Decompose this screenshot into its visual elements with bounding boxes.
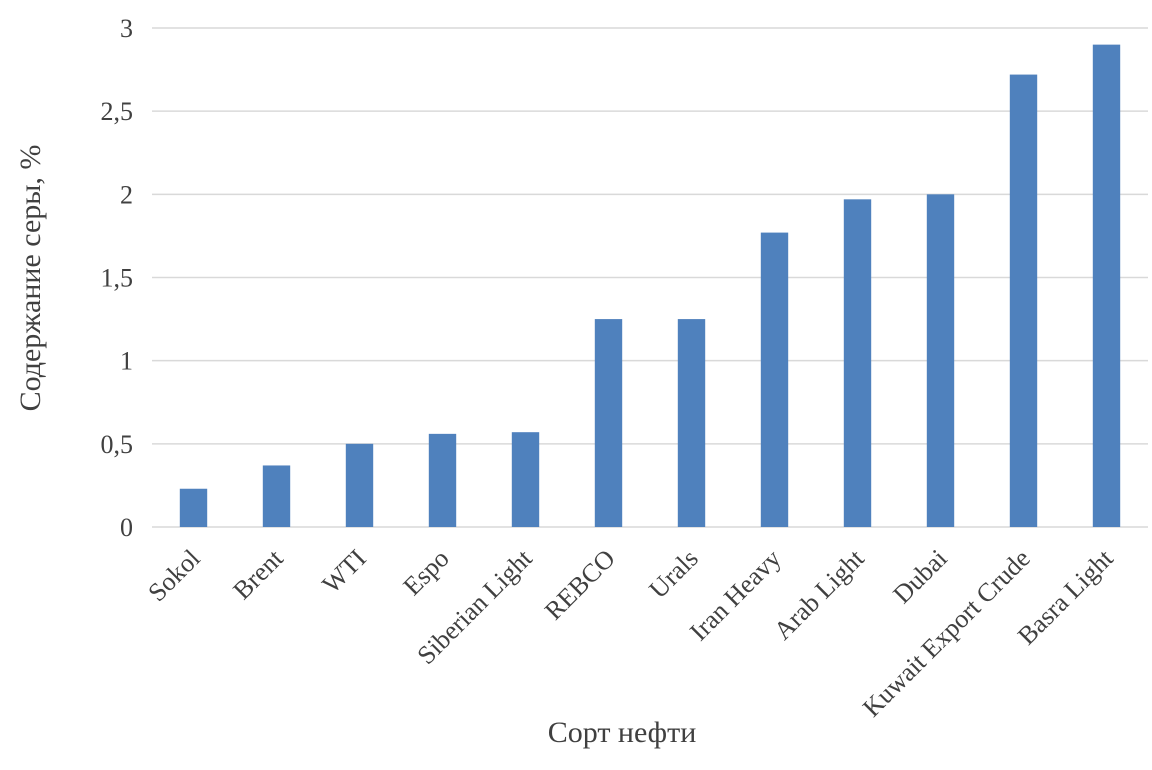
bar-dubai xyxy=(926,194,955,528)
y-tick-label: 1 xyxy=(120,347,133,376)
bar-arab-light xyxy=(843,199,872,527)
y-tick-label: 1,5 xyxy=(101,264,134,293)
x-tick-label: Iran Heavy xyxy=(684,544,787,647)
bar-sokol xyxy=(179,488,208,527)
bars xyxy=(179,44,1121,528)
x-tick-label: Espo xyxy=(397,544,454,601)
x-tick-label: Urals xyxy=(643,544,703,604)
gridlines xyxy=(152,27,1148,528)
bar-iran-heavy xyxy=(760,232,789,527)
y-tick-label: 0,5 xyxy=(101,430,134,459)
bar-kuwait-export-crude xyxy=(1009,74,1038,527)
bar-espo xyxy=(428,433,457,527)
y-tick-label: 3 xyxy=(120,14,133,43)
bar-urals xyxy=(677,319,706,527)
x-tick-label: Sokol xyxy=(142,544,205,607)
bar-basra-light xyxy=(1092,44,1121,528)
y-tick-label: 2,5 xyxy=(101,97,134,126)
bar-brent xyxy=(262,465,291,527)
x-tick-label: REBCO xyxy=(539,544,621,626)
bar-rebco xyxy=(594,319,623,527)
bar-siberian-light xyxy=(511,432,540,527)
y-axis-title: Содержание серы, % xyxy=(14,145,47,412)
x-tick-label: WTI xyxy=(317,544,372,599)
x-tick-label: Brent xyxy=(227,543,289,605)
x-tick-label: Dubai xyxy=(887,544,952,609)
bar-wti xyxy=(345,443,374,527)
x-axis-title: Сорт нефти xyxy=(548,716,697,749)
y-axis-ticks: 0 0,5 1 1,5 2 2,5 3 xyxy=(101,14,134,542)
y-tick-label: 2 xyxy=(120,180,133,209)
x-tick-label: Arab Light xyxy=(768,543,870,645)
y-tick-label: 0 xyxy=(120,513,133,542)
